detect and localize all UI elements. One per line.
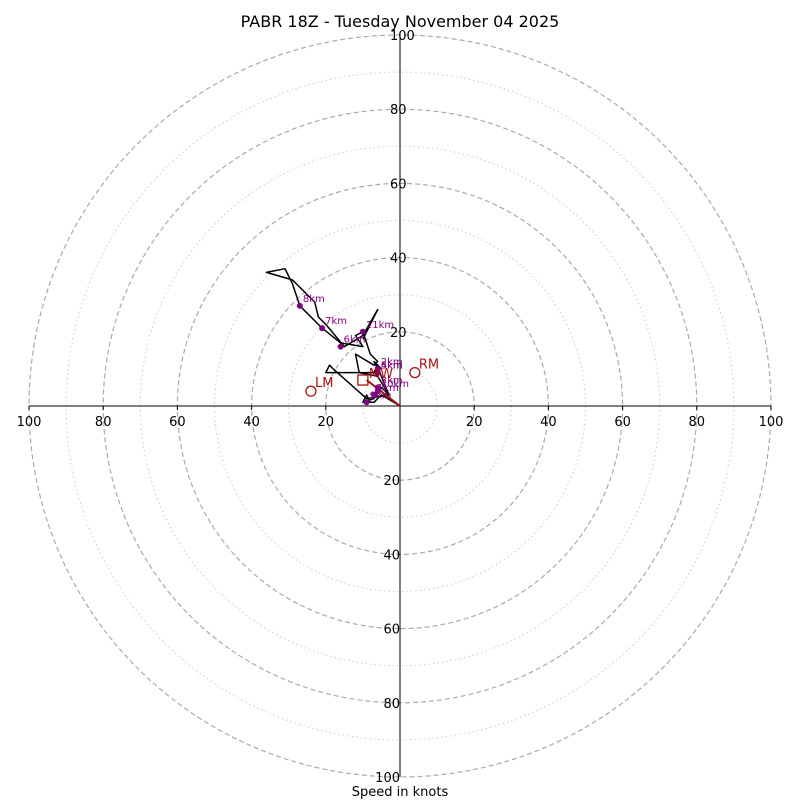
chart-title: PABR 18Z - Tuesday November 04 2025 [241,12,560,31]
height-label-1km: 1km [377,383,399,394]
motion-circle-lm [305,385,317,397]
motion-label-rm: RM [419,358,439,373]
height-label-6km: 6km [344,335,366,346]
height-marker-7km [319,325,326,332]
y-tick-label: 40 [383,548,400,563]
motion-circle-rm [409,366,421,379]
motion-label-lm: LM [315,376,333,391]
height-label-4km: 4km [381,361,403,372]
y-tick-label: 20 [390,326,407,341]
y-tick-label: 20 [383,474,400,489]
y-tick-label: 80 [390,103,407,118]
x-tick-label: 80 [689,415,706,430]
mean-wind-square [357,374,369,386]
height-label-7km: 7km [325,316,347,327]
height-label-8km: 8km [303,294,325,305]
x-tick-label: 100 [759,415,784,430]
height-marker-6km [337,343,344,350]
x-tick-label: 20 [466,415,483,430]
height-marker-8km [296,302,303,309]
height-label-2km: 2km [381,357,403,368]
height-label-3km: 3km [381,375,403,386]
height-marker-1km [371,391,378,398]
height-marker-5km [374,369,381,376]
height-marker-10km [374,388,381,395]
x-tick-label: 40 [540,415,557,430]
height-label-11km: 11km [366,320,394,331]
x-tick-label: 20 [318,415,335,430]
y-tick-label: 100 [390,29,415,44]
x-tick-label: 60 [614,415,631,430]
y-tick-label: 40 [390,252,407,267]
shear-vector [365,379,401,407]
height-label-9km: 9km [370,390,392,401]
storm-motion: RM LM MW [305,358,439,397]
y-tick-label: 80 [383,697,400,712]
x-axis-label: Speed in knots [352,785,449,800]
mean-wind-label: MW [369,367,393,382]
y-tick-label: 60 [383,623,400,638]
height-label-10km: 10km [381,379,409,390]
height-marker-9km [363,399,370,406]
y-tick-label: 60 [390,177,407,192]
height-marker-11km [359,328,366,335]
x-tick-label: 60 [169,415,186,430]
tick-labels: 100 80 60 40 20 20 40 60 80 100 100 80 60 40 20 20 40 60 8… [17,29,784,786]
height-label-5km: 5km [381,361,403,372]
x-tick-label: 100 [17,415,42,430]
y-tick-label: 100 [375,771,400,786]
x-tick-label: 80 [95,415,112,430]
x-tick-label: 40 [243,415,260,430]
